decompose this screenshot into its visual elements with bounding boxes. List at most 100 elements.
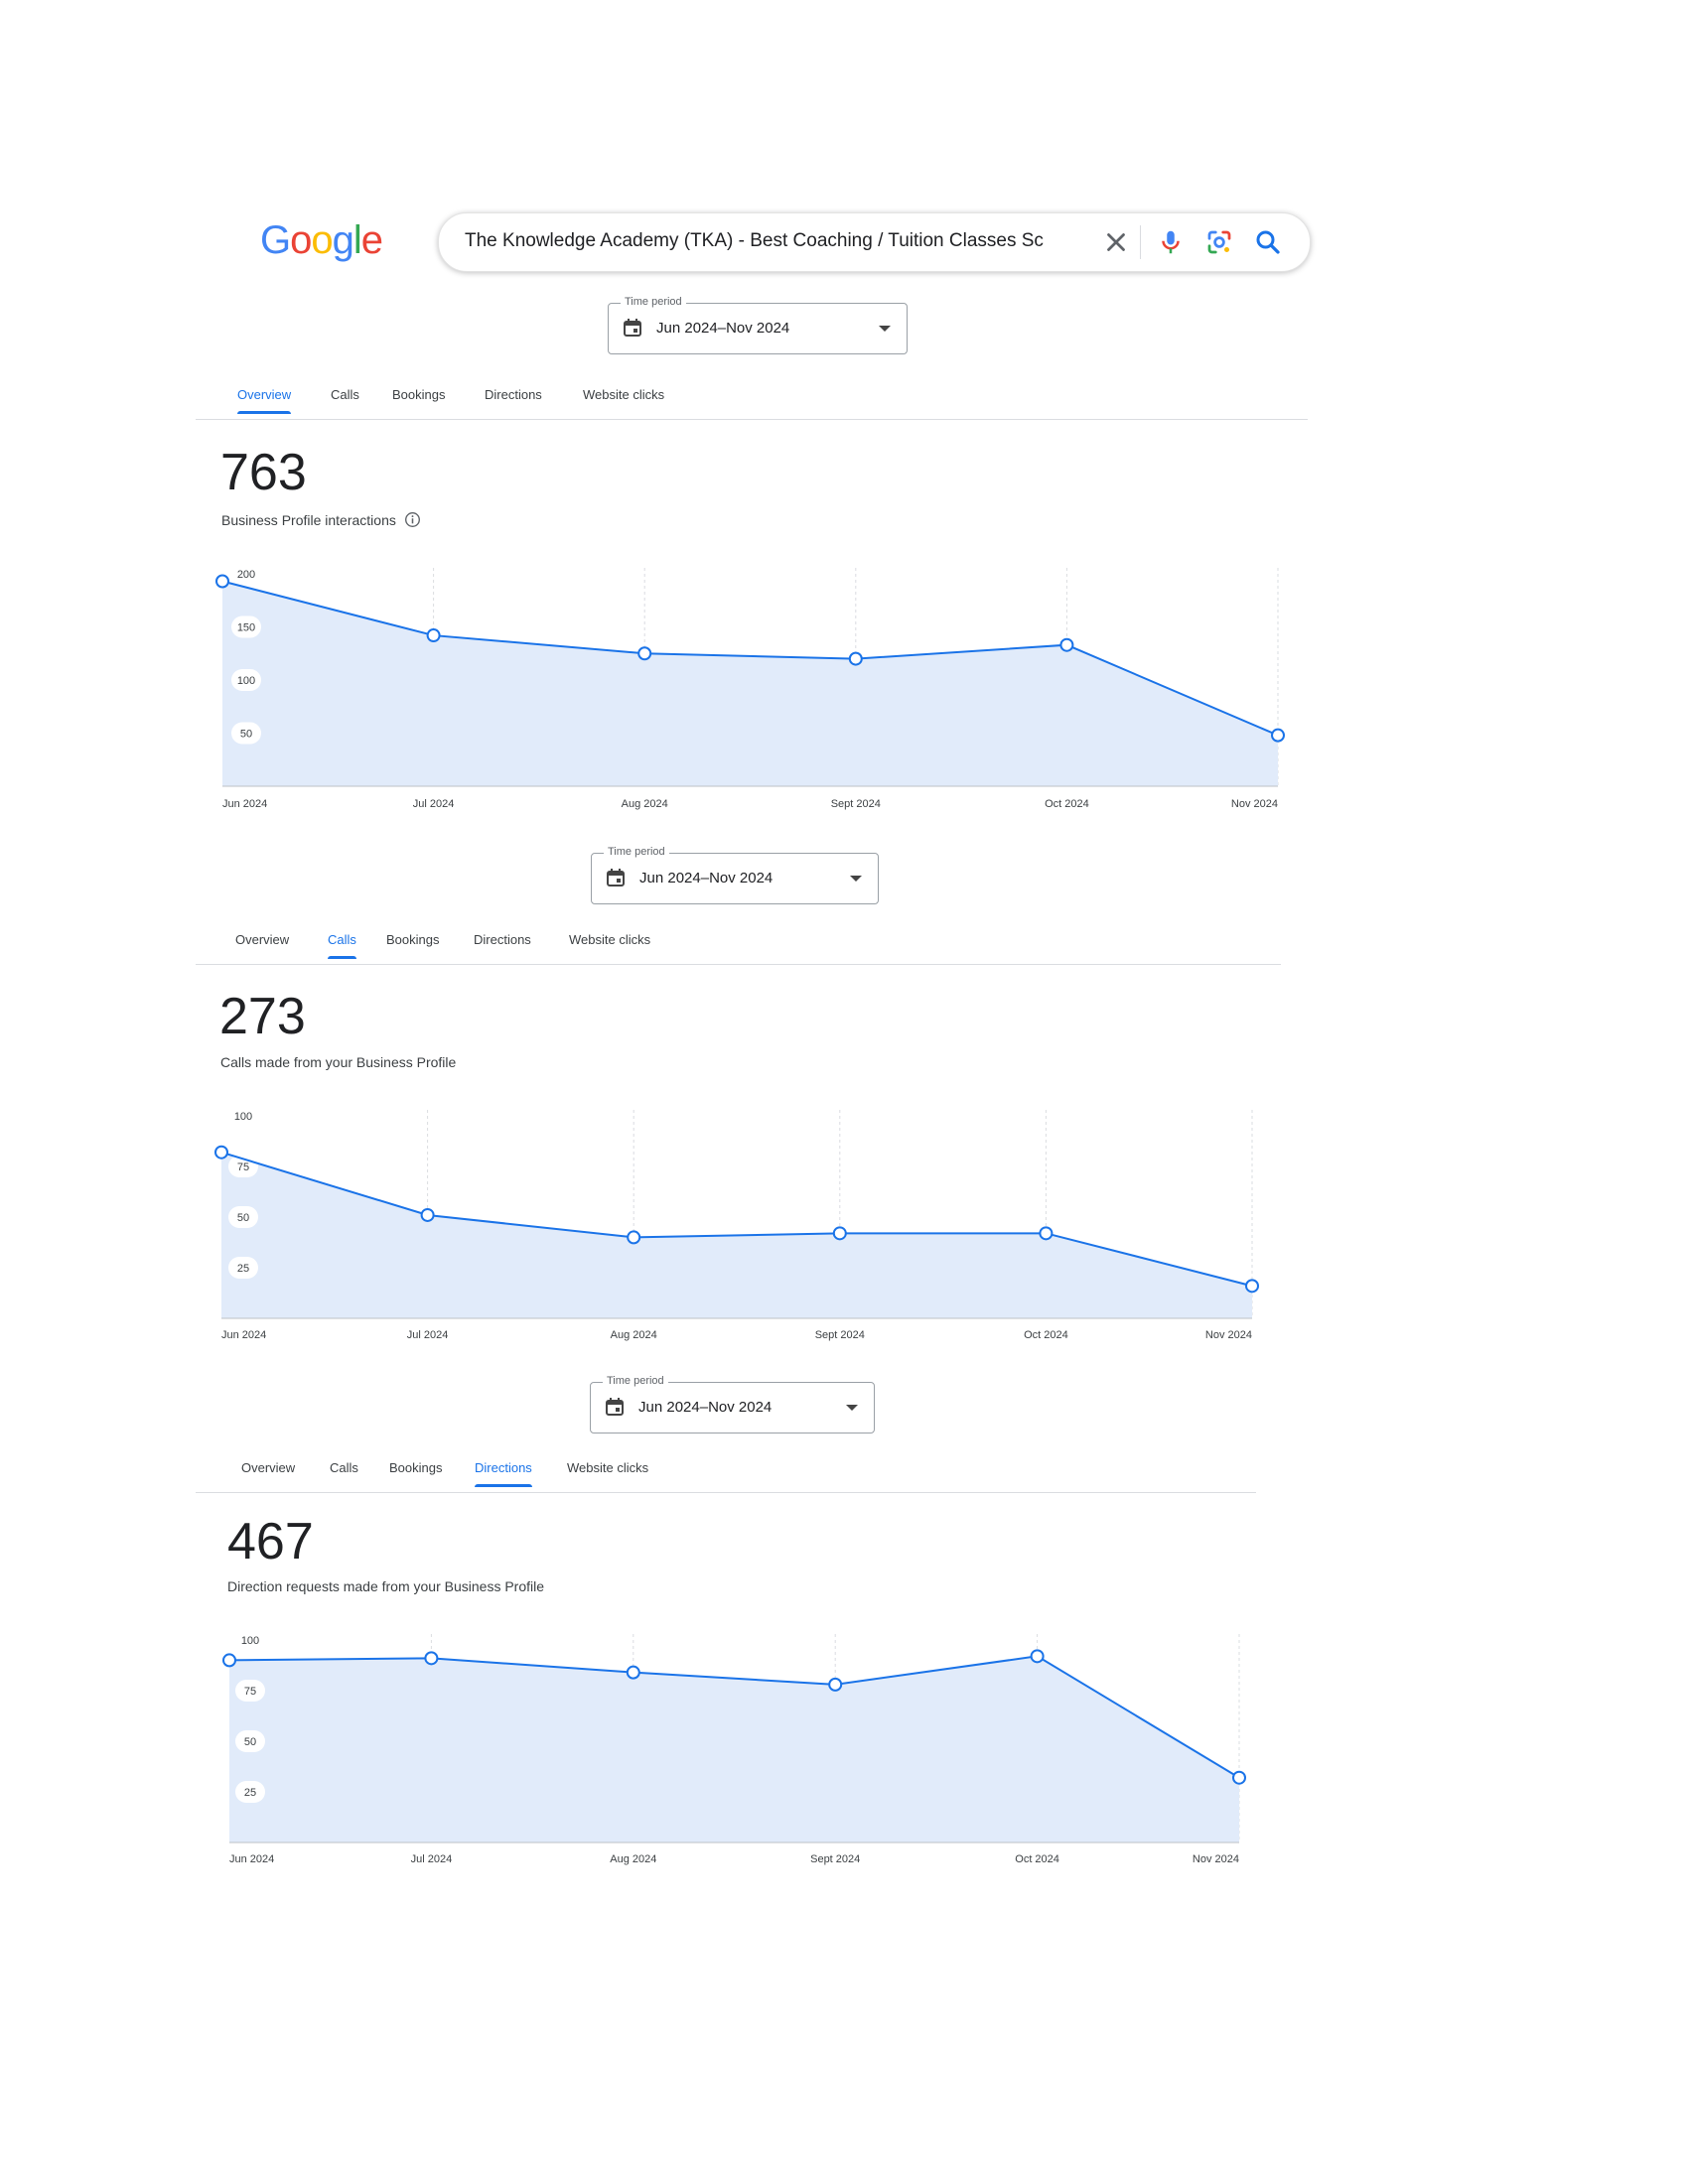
total-interactions: 763 — [220, 444, 307, 501]
tab-directions[interactable]: Directions — [474, 932, 531, 947]
y-tick-label: 75 — [237, 1161, 249, 1173]
search-input[interactable]: The Knowledge Academy (TKA) - Best Coach… — [465, 230, 1044, 251]
logo-letter: e — [360, 218, 383, 262]
y-tick-pill — [231, 722, 261, 745]
chevron-down-icon — [846, 1405, 858, 1411]
y-tick-label: 50 — [240, 729, 252, 741]
logo-letter: G — [260, 218, 291, 262]
x-tick-label: Nov 2024 — [1193, 1853, 1239, 1865]
tab-bar: Overview Calls Bookings Directions Websi… — [196, 379, 1308, 420]
tab-bookings[interactable]: Bookings — [386, 932, 440, 947]
x-tick-label: Oct 2024 — [1045, 798, 1089, 810]
x-tick-label: Nov 2024 — [1205, 1329, 1252, 1341]
y-tick-pill — [228, 1257, 258, 1279]
tab-website-clicks[interactable]: Website clicks — [583, 387, 665, 402]
data-point — [637, 646, 652, 661]
data-point — [1039, 1226, 1054, 1241]
search-bar[interactable]: The Knowledge Academy (TKA) - Best Coach… — [438, 212, 1311, 272]
y-tick-label: 25 — [244, 1787, 256, 1799]
tab-bookings[interactable]: Bookings — [389, 1460, 443, 1475]
info-icon[interactable] — [404, 511, 421, 528]
time-period-select[interactable]: Time period Jun 2024–Nov 2024 — [608, 296, 908, 354]
tab-website-clicks[interactable]: Website clicks — [569, 932, 651, 947]
time-period-value: Jun 2024–Nov 2024 — [639, 870, 774, 887]
y-tick-pill — [235, 1781, 265, 1803]
y-tick-label: 200 — [237, 569, 255, 581]
x-tick-label: Jun 2024 — [222, 798, 267, 810]
data-point — [626, 1665, 640, 1680]
logo-letter: g — [332, 218, 354, 262]
data-point — [828, 1677, 843, 1692]
y-tick-pill — [235, 1730, 265, 1752]
y-tick-label: 100 — [237, 675, 255, 687]
data-point — [222, 1653, 236, 1668]
tab-calls[interactable]: Calls — [328, 932, 356, 959]
calendar-icon — [606, 1398, 624, 1416]
series-line — [220, 1151, 1253, 1288]
tab-overview[interactable]: Overview — [237, 387, 292, 414]
tab-bar: Overview Calls Bookings Directions Websi… — [196, 1452, 1256, 1493]
y-tick-pill — [231, 615, 261, 638]
tab-calls[interactable]: Calls — [330, 1460, 358, 1475]
area-fill — [222, 581, 1278, 786]
data-point — [215, 574, 229, 589]
data-point — [1030, 1649, 1045, 1664]
x-tick-label: Oct 2024 — [1024, 1329, 1068, 1341]
google-logo[interactable]: Google — [260, 218, 383, 263]
chevron-down-icon — [850, 876, 862, 882]
data-point — [1232, 1770, 1246, 1785]
x-tick-label: Sept 2024 — [831, 798, 881, 810]
search-icon[interactable] — [1253, 227, 1283, 257]
y-tick-label: 100 — [241, 1635, 259, 1647]
x-tick-label: Jun 2024 — [229, 1853, 274, 1865]
tab-website-clicks[interactable]: Website clicks — [567, 1460, 649, 1475]
y-tick-pill — [228, 1206, 258, 1228]
x-tick-label: Jul 2024 — [407, 1329, 449, 1341]
close-icon[interactable] — [1101, 227, 1131, 257]
tab-overview[interactable]: Overview — [235, 932, 290, 947]
time-period-legend: Time period — [603, 1375, 668, 1387]
total-calls: 273 — [219, 988, 306, 1045]
data-point — [1245, 1279, 1259, 1294]
tab-bar: Overview Calls Bookings Directions Websi… — [196, 924, 1281, 965]
y-tick-label: 75 — [244, 1686, 256, 1698]
data-point — [424, 1651, 439, 1666]
x-tick-label: Aug 2024 — [610, 1853, 656, 1865]
data-point — [420, 1207, 435, 1222]
chevron-down-icon — [879, 326, 891, 332]
y-tick-pill — [231, 669, 261, 691]
x-tick-label: Nov 2024 — [1231, 798, 1278, 810]
metric-label: Calls made from your Business Profile — [220, 1054, 457, 1070]
x-tick-label: Jun 2024 — [221, 1329, 266, 1341]
tab-directions[interactable]: Directions — [475, 1460, 532, 1487]
data-point — [426, 628, 441, 643]
time-period-value: Jun 2024–Nov 2024 — [638, 1399, 773, 1416]
data-point — [1271, 728, 1285, 743]
total-directions: 467 — [227, 1513, 314, 1570]
tab-overview[interactable]: Overview — [241, 1460, 296, 1475]
y-tick-pill — [235, 1680, 265, 1702]
x-tick-label: Oct 2024 — [1015, 1853, 1059, 1865]
microphone-icon[interactable] — [1156, 227, 1186, 257]
time-period-legend: Time period — [604, 846, 669, 858]
time-period-select[interactable]: Time period Jun 2024–Nov 2024 — [590, 1375, 875, 1433]
tab-calls[interactable]: Calls — [331, 387, 359, 402]
logo-letter: o — [290, 218, 312, 262]
tab-directions[interactable]: Directions — [485, 387, 542, 402]
time-period-select[interactable]: Time period Jun 2024–Nov 2024 — [591, 846, 879, 904]
x-tick-label: Aug 2024 — [611, 1329, 657, 1341]
search-divider — [1140, 225, 1141, 259]
data-point — [627, 1230, 641, 1245]
series-line — [221, 580, 1279, 737]
y-tick-label: 100 — [234, 1111, 252, 1123]
x-tick-label: Jul 2024 — [411, 1853, 453, 1865]
x-tick-label: Jul 2024 — [413, 798, 455, 810]
y-tick-label: 25 — [237, 1263, 249, 1275]
metric-label: Business Profile interactions — [221, 511, 421, 528]
y-tick-label: 50 — [244, 1736, 256, 1748]
y-tick-label: 50 — [237, 1212, 249, 1224]
tab-bookings[interactable]: Bookings — [392, 387, 446, 402]
lens-icon[interactable] — [1204, 227, 1234, 257]
